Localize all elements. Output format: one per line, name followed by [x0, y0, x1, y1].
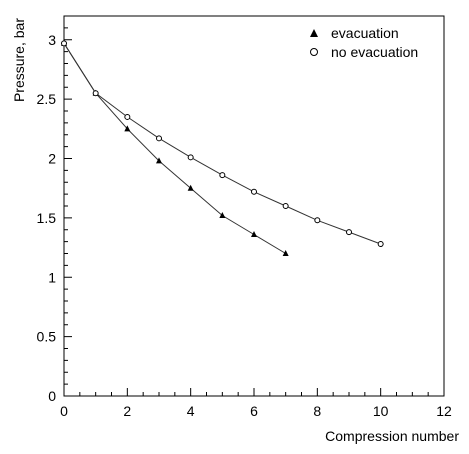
x-tick-label: 12	[436, 403, 452, 419]
y-tick-label: 3	[48, 32, 56, 48]
data-point-evacuation	[251, 231, 257, 237]
data-point-no-evacuation	[92, 90, 99, 97]
tick-labels: 0 2 4 6 8 10 12 0 0.5 1 1.5 2 2.5 3	[37, 32, 452, 419]
x-axis-title: Compression number	[325, 428, 459, 444]
x-tick-label: 8	[313, 403, 321, 419]
y-tick-label: 0.5	[37, 329, 57, 345]
major-ticks	[63, 39, 445, 397]
data-point-evacuation	[282, 250, 289, 256]
legend-label-evacuation: evacuation	[331, 25, 399, 41]
legend-item-evacuation: evacuation	[310, 25, 399, 41]
x-tick-label: 0	[60, 403, 68, 419]
data-point-no-evacuation	[187, 154, 194, 161]
legend-circle-marker	[310, 48, 318, 56]
legend: evacuation no evacuation	[310, 25, 418, 60]
data-point-no-evacuation	[282, 203, 289, 209]
x-tick-label: 10	[373, 403, 389, 419]
y-axis-title: Pressure, bar	[11, 18, 27, 102]
series-line-evacuation	[63, 43, 286, 254]
data-point-no-evacuation	[61, 40, 67, 47]
data-point-no-evacuation	[377, 241, 384, 247]
y-tick-label: 2.5	[37, 91, 57, 107]
data-point-evacuation	[124, 125, 131, 132]
legend-triangle-marker	[310, 29, 318, 37]
data-point-no-evacuation	[314, 217, 321, 224]
legend-item-no-evacuation: no evacuation	[310, 44, 418, 60]
x-tick-label: 6	[250, 403, 258, 419]
data-point-no-evacuation	[124, 113, 131, 120]
legend-label-no-evacuation: no evacuation	[331, 44, 418, 60]
y-tick-label: 1.5	[37, 210, 57, 226]
data-point-evacuation	[219, 212, 226, 218]
data-point-no-evacuation	[156, 135, 162, 142]
data-point-evacuation	[156, 157, 162, 164]
data-point-no-evacuation	[346, 229, 352, 236]
x-tick-label: 4	[187, 403, 195, 419]
data-point-evacuation	[187, 184, 194, 191]
y-tick-label: 0	[48, 388, 56, 404]
y-tick-label: 2	[48, 151, 56, 167]
plot-frame	[63, 15, 445, 397]
x-tick-label: 2	[123, 403, 131, 419]
y-tick-label: 1	[48, 269, 56, 285]
minor-ticks	[64, 15, 429, 396]
data-point-no-evacuation	[219, 172, 226, 179]
data-point-no-evacuation	[251, 188, 257, 195]
series-layer	[61, 39, 384, 256]
